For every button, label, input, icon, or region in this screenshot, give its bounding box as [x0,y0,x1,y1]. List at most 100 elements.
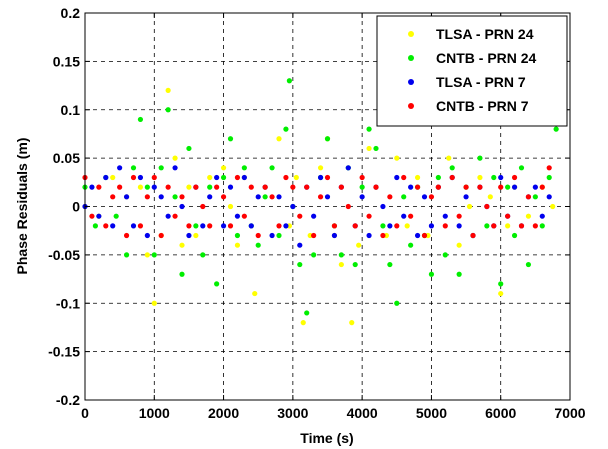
data-point [373,145,379,152]
data-point [130,165,137,171]
data-point [470,232,476,239]
data-point [89,184,95,190]
data-point [442,223,448,229]
data-point [456,223,462,229]
data-point [286,78,292,84]
data-point [214,174,220,181]
data-point [518,223,525,229]
legend-marker [408,31,414,37]
data-point [297,261,303,268]
data-point [186,232,192,239]
y-tick-label: 0.2 [61,5,81,21]
y-tick-labels: -0.2 -0.15 -0.1 -0.05 0 0.05 0.1 0.15 0.2 [48,5,80,408]
data-point [428,271,435,277]
data-point [408,213,414,219]
data-point [123,252,130,258]
data-point [220,223,227,229]
data-point [435,174,441,181]
data-point [297,242,303,248]
data-point [421,232,428,239]
data-point [165,107,171,113]
data-point [414,174,421,181]
data-point [366,213,372,219]
data-point [103,223,109,229]
data-point [137,174,144,181]
data-point [477,155,483,161]
x-tick-label: 5000 [416,405,447,421]
data-point [113,213,119,219]
data-point [241,174,247,181]
data-point [186,145,192,152]
data-point [151,174,157,181]
data-point [214,281,220,287]
data-point [525,194,532,200]
data-point [546,174,552,181]
legend-label: CNTB - PRN 7 [436,98,529,114]
data-point [269,232,275,239]
data-point [193,184,199,190]
data-point [387,261,393,268]
data-point [352,223,358,229]
data-point [456,271,462,277]
data-point [421,194,428,200]
data-point [158,232,164,239]
y-tick-label: 0.05 [53,150,80,166]
data-point [359,174,365,181]
data-point [123,194,130,200]
data-point [262,184,268,190]
data-point [290,203,296,210]
data-point [137,116,144,123]
data-point [532,184,538,190]
data-point [172,194,178,200]
data-point [276,194,282,200]
data-point [269,194,275,200]
data-point [484,223,490,229]
data-point [144,184,150,190]
x-tick-label: 6000 [485,405,516,421]
data-point [214,184,220,190]
data-point [200,203,206,210]
data-point [324,136,331,142]
data-point [404,223,410,229]
x-axis-title: Time (s) [300,430,353,446]
data-point [317,174,324,181]
data-point [331,223,338,229]
data-point [103,174,109,181]
data-point [394,223,400,229]
x-tick-label: 7000 [554,405,585,421]
data-point [165,87,171,93]
data-point [96,184,102,190]
data-point [366,145,372,152]
data-point [366,126,372,132]
data-point [356,242,362,248]
legend-label: TLSA - PRN 24 [436,26,534,42]
data-point [96,213,102,219]
data-point [151,252,157,258]
data-point [300,320,306,326]
data-point [311,252,317,258]
data-point [220,165,227,171]
data-point [373,184,379,190]
data-point [172,155,178,161]
data-point [505,184,511,190]
data-point [179,203,185,210]
data-point [283,174,289,181]
x-tick-label: 3000 [277,405,308,421]
data-point [276,232,282,239]
data-point [435,184,441,190]
data-point [553,126,559,132]
data-point [234,242,241,248]
data-point [110,174,116,181]
data-point [349,320,355,326]
data-point [248,223,254,229]
data-point [394,174,400,181]
data-point [110,223,116,229]
data-point [359,194,365,200]
data-point [144,232,150,239]
data-point [525,213,532,219]
data-point [317,165,324,171]
data-point [546,165,552,171]
data-point [220,174,227,181]
data-point [449,165,455,171]
data-point [89,213,95,219]
